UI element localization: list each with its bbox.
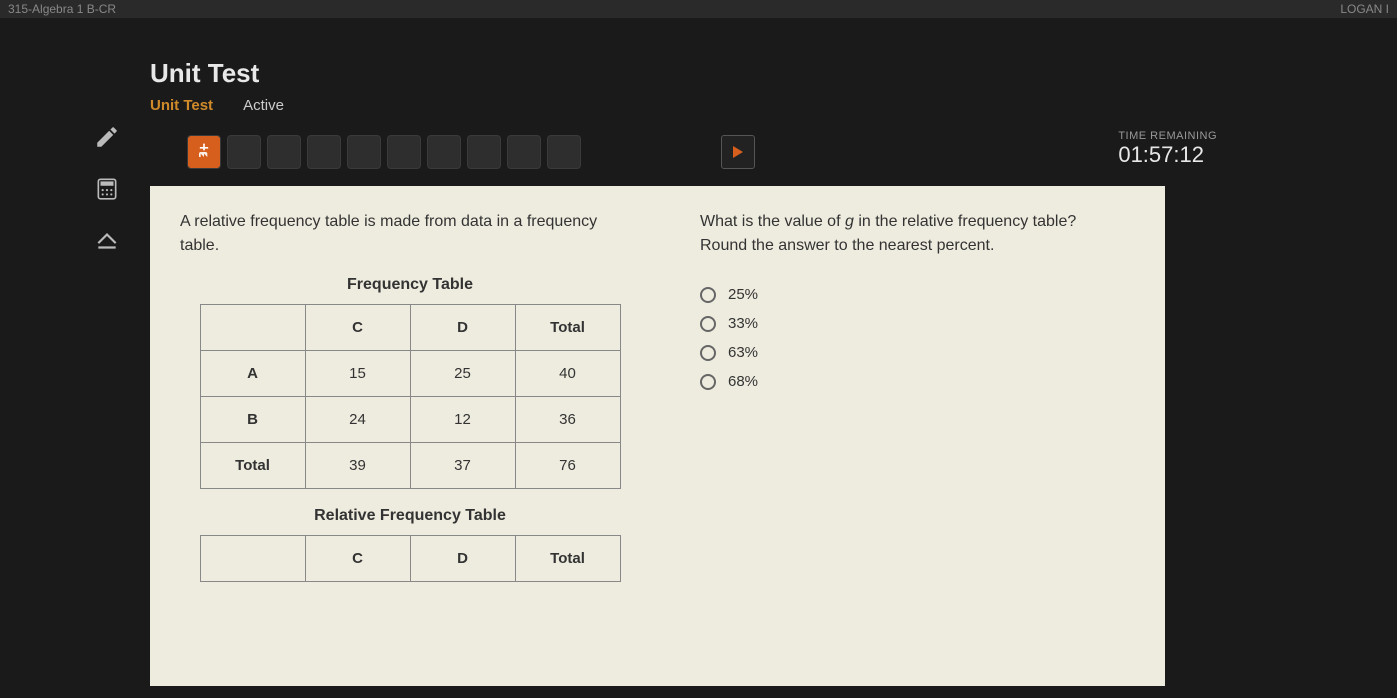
course-label: 315-Algebra 1 B-CR: [8, 2, 116, 16]
radio-icon: [700, 345, 716, 361]
table-cell: 25: [410, 351, 515, 397]
table-header: Total: [515, 305, 620, 351]
table-cell: 24: [305, 397, 410, 443]
radio-icon: [700, 287, 716, 303]
question-prompt-right-2: Round the answer to the nearest percent.: [700, 234, 1135, 258]
table-cell: 36: [515, 397, 620, 443]
question-panel: A relative frequency table is made from …: [150, 186, 1165, 686]
question-nav-box[interactable]: [267, 135, 301, 169]
frequency-table: C D Total A 15 25 40 B 24 12 36 Tota: [200, 304, 621, 489]
relative-frequency-table: C D Total: [200, 535, 621, 582]
question-nav-box[interactable]: [547, 135, 581, 169]
option-label: 33%: [728, 315, 758, 332]
tab-unit-test[interactable]: Unit Test: [150, 97, 213, 114]
table-cell: A: [200, 351, 305, 397]
prompt-variable: g: [845, 213, 854, 230]
prompt-text-part: What is the value of: [700, 213, 845, 230]
table-cell: 12: [410, 397, 515, 443]
table-cell: 39: [305, 443, 410, 489]
timer-value: 01:57:12: [1118, 142, 1217, 168]
table-cell: 76: [515, 443, 620, 489]
option-label: 68%: [728, 373, 758, 390]
table-header: [200, 536, 305, 582]
relative-frequency-table-title: Relative Frequency Table: [180, 507, 640, 525]
question-nav-box[interactable]: [387, 135, 421, 169]
answer-options: 25% 33% 63% 68%: [700, 280, 1135, 396]
answer-option[interactable]: 63%: [700, 338, 1135, 367]
table-header: Total: [515, 536, 620, 582]
prompt-text-part: in the relative frequency table?: [854, 213, 1076, 230]
option-label: 63%: [728, 344, 758, 361]
user-label: LOGAN I: [1340, 2, 1389, 16]
table-header: C: [305, 305, 410, 351]
table-cell: B: [200, 397, 305, 443]
table-header: C: [305, 536, 410, 582]
option-label: 25%: [728, 286, 758, 303]
table-cell: Total: [200, 443, 305, 489]
frequency-table-title: Frequency Table: [180, 276, 640, 294]
table-header: [200, 305, 305, 351]
table-header: D: [410, 536, 515, 582]
table-cell: 37: [410, 443, 515, 489]
tab-active-status: Active: [243, 97, 284, 114]
question-nav-box[interactable]: [227, 135, 261, 169]
next-button[interactable]: [721, 135, 755, 169]
question-prompt-left: A relative frequency table is made from …: [180, 210, 640, 258]
question-nav-box[interactable]: [467, 135, 501, 169]
table-cell: 40: [515, 351, 620, 397]
question-nav-box[interactable]: [427, 135, 461, 169]
collapse-icon[interactable]: [92, 226, 122, 256]
radio-icon: [700, 374, 716, 390]
question-nav-strip: [187, 135, 581, 169]
answer-option[interactable]: 33%: [700, 309, 1135, 338]
pencil-icon[interactable]: [92, 122, 122, 152]
answer-option[interactable]: 25%: [700, 280, 1135, 309]
question-nav-box[interactable]: [307, 135, 341, 169]
question-prompt-right: What is the value of g in the relative f…: [700, 210, 1135, 234]
table-header: D: [410, 305, 515, 351]
page-title: Unit Test: [150, 58, 1397, 89]
question-nav-current[interactable]: [187, 135, 221, 169]
question-nav-box[interactable]: [507, 135, 541, 169]
timer-label: TIME REMAINING: [1118, 130, 1217, 142]
question-nav-box[interactable]: [347, 135, 381, 169]
table-cell: 15: [305, 351, 410, 397]
answer-option[interactable]: 68%: [700, 367, 1135, 396]
radio-icon: [700, 316, 716, 332]
calculator-icon[interactable]: [92, 174, 122, 204]
